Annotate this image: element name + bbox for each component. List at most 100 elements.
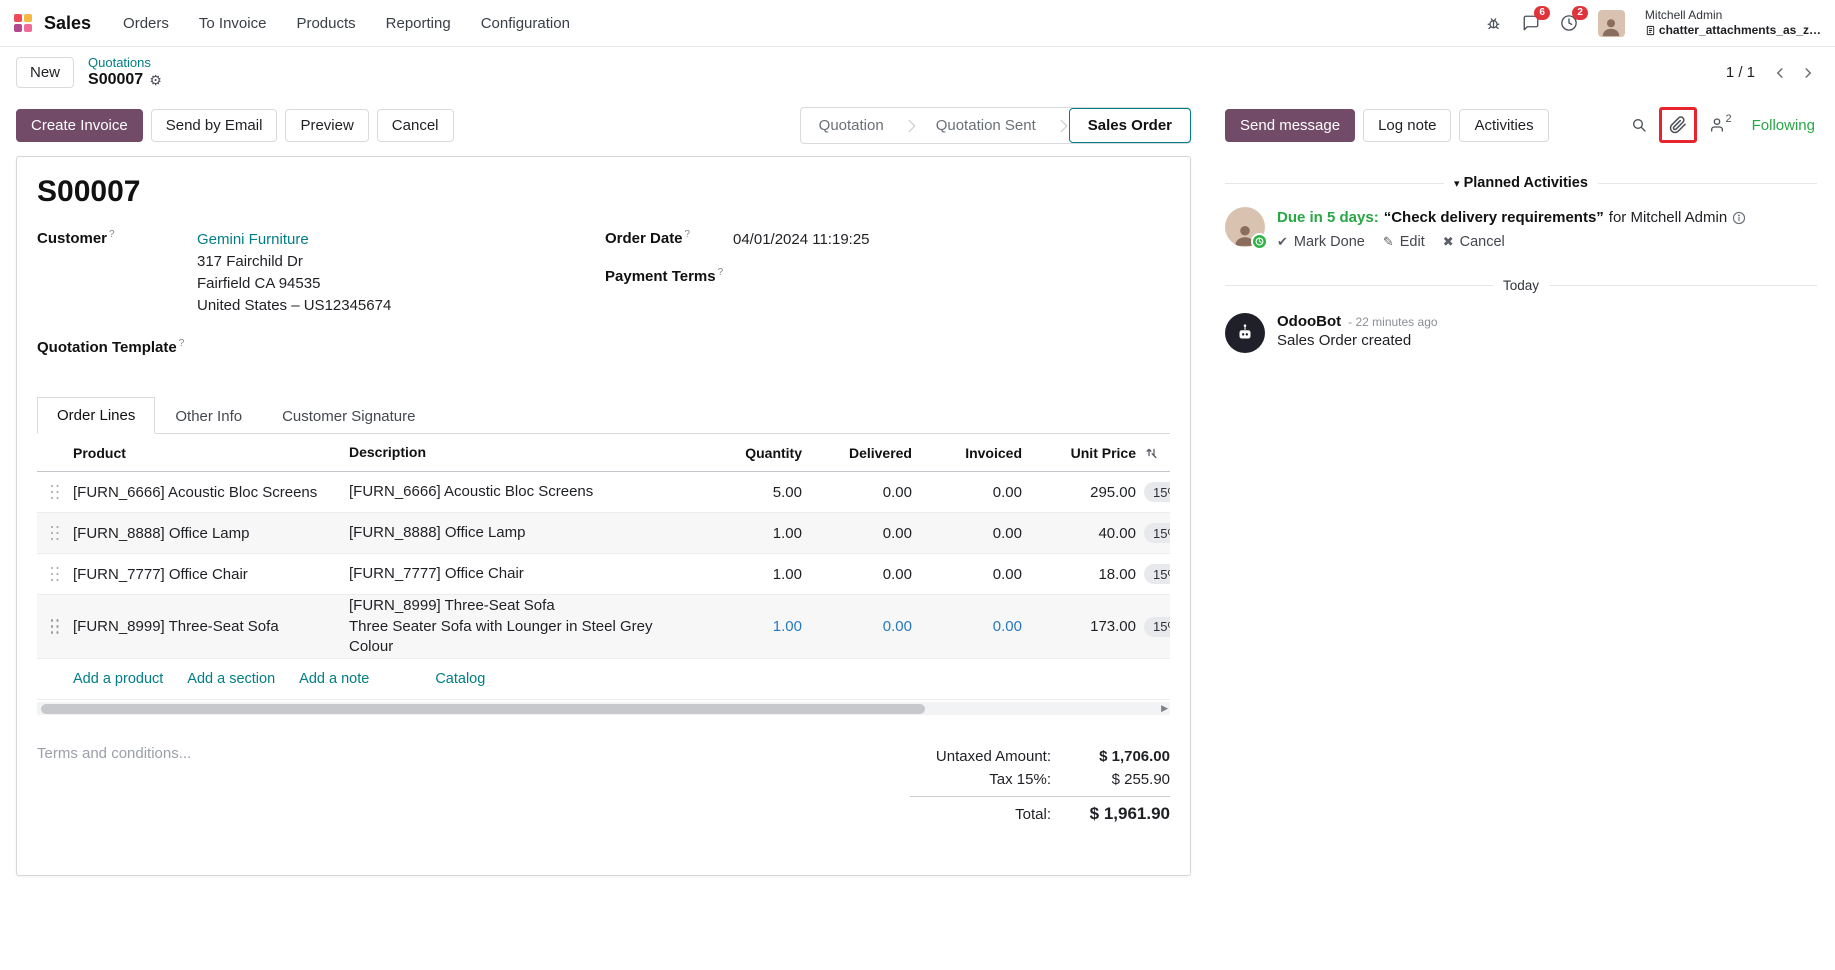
drag-handle-icon[interactable]: [37, 472, 73, 512]
log-note-button[interactable]: Log note: [1363, 108, 1452, 142]
taxes-badge[interactable]: 15%: [1144, 564, 1170, 585]
new-button[interactable]: New: [16, 57, 75, 89]
col-header-invoiced[interactable]: Invoiced: [965, 444, 1022, 461]
user-info[interactable]: Mitchell Admin chatter_attachments_as_z…: [1645, 8, 1821, 38]
tab-other-info[interactable]: Other Info: [155, 397, 262, 434]
col-header-description[interactable]: Description: [349, 444, 427, 461]
activities-button[interactable]: Activities: [1459, 108, 1549, 142]
cell-quantity[interactable]: 5.00: [772, 483, 802, 501]
order-line-row[interactable]: [FURN_8999] Three-Seat Sofa [FURN_8999] …: [37, 595, 1170, 660]
check-icon: ✔: [1277, 234, 1288, 250]
following-toggle-button[interactable]: Following: [1744, 111, 1817, 140]
tab-order-lines[interactable]: Order Lines: [37, 397, 156, 435]
cell-unit-price[interactable]: 18.00: [1098, 565, 1136, 583]
send-message-button[interactable]: Send message: [1225, 108, 1356, 142]
activities-clock-icon[interactable]: 2: [1560, 6, 1588, 32]
taxes-badge[interactable]: 15%: [1144, 482, 1170, 503]
cell-delivered[interactable]: 0.00: [882, 524, 912, 542]
catalog-link[interactable]: Catalog: [435, 671, 486, 688]
info-icon[interactable]: [1732, 211, 1746, 225]
cell-product[interactable]: [FURN_7777] Office Chair: [73, 565, 248, 583]
pager-prev-icon[interactable]: [1771, 64, 1789, 82]
scrollbar-thumb[interactable]: [41, 703, 925, 714]
taxes-badge[interactable]: 15%: [1144, 523, 1170, 544]
edit-activity-button[interactable]: ✎ Edit: [1382, 234, 1425, 251]
menu-orders[interactable]: Orders: [123, 14, 169, 32]
preview-button[interactable]: Preview: [285, 109, 369, 143]
breadcrumb-quotations-link[interactable]: Quotations: [88, 55, 151, 70]
col-header-product[interactable]: Product: [73, 444, 126, 461]
cell-delivered[interactable]: 0.00: [882, 565, 912, 583]
followers-icon[interactable]: 2: [1705, 113, 1736, 137]
drag-handle-icon[interactable]: [37, 554, 73, 594]
mark-done-button[interactable]: ✔ Mark Done: [1277, 234, 1365, 251]
status-quotation[interactable]: Quotation: [818, 117, 884, 135]
pager-next-icon[interactable]: [1799, 64, 1817, 82]
cancel-activity-button[interactable]: ✖ Cancel: [1442, 234, 1505, 251]
gear-icon[interactable]: ⚙: [149, 72, 162, 89]
apps-menu-icon[interactable]: [14, 14, 32, 32]
create-invoice-button[interactable]: Create Invoice: [16, 109, 143, 143]
cell-description[interactable]: [FURN_6666] Acoustic Bloc Screens: [349, 483, 594, 501]
status-sales-order[interactable]: Sales Order: [1068, 108, 1191, 144]
customer-link[interactable]: Gemini Furniture: [197, 231, 309, 249]
user-avatar[interactable]: [1597, 9, 1625, 37]
order-line-row[interactable]: [FURN_7777] Office Chair [FURN_7777] Off…: [37, 554, 1170, 596]
message-body: Sales Order created: [1277, 332, 1412, 350]
cell-product[interactable]: [FURN_8999] Three-Seat Sofa: [73, 618, 279, 636]
cell-quantity[interactable]: 1.00: [772, 565, 802, 583]
cell-product[interactable]: [FURN_6666] Acoustic Bloc Screens: [73, 483, 318, 501]
attachment-highlight-annotation: [1658, 107, 1697, 144]
col-header-quantity[interactable]: Quantity: [745, 444, 802, 461]
menu-to-invoice[interactable]: To Invoice: [198, 14, 267, 32]
menu-products[interactable]: Products: [296, 14, 356, 32]
cell-invoiced[interactable]: 0.00: [992, 618, 1022, 636]
col-header-delivered[interactable]: Delivered: [848, 444, 912, 461]
status-quotation-sent[interactable]: Quotation Sent: [935, 117, 1036, 135]
cell-product[interactable]: [FURN_8888] Office Lamp: [73, 524, 250, 542]
order-line-row[interactable]: [FURN_8888] Office Lamp [FURN_8888] Offi…: [37, 513, 1170, 555]
menu-configuration[interactable]: Configuration: [480, 14, 570, 32]
cell-invoiced[interactable]: 0.00: [992, 483, 1022, 501]
activity-type-badge-icon: [1251, 233, 1268, 251]
cell-quantity[interactable]: 1.00: [772, 524, 802, 542]
add-a-note-link[interactable]: Add a note: [299, 671, 370, 688]
paperclip-attachment-icon[interactable]: [1665, 112, 1691, 138]
add-a-product-link[interactable]: Add a product: [73, 671, 164, 688]
terms-input[interactable]: Terms and conditions...: [37, 745, 192, 763]
app-name[interactable]: Sales: [44, 12, 92, 33]
cell-invoiced[interactable]: 0.00: [992, 565, 1022, 583]
menu-reporting[interactable]: Reporting: [385, 14, 451, 32]
drag-handle-icon[interactable]: [37, 513, 73, 553]
add-a-section-link[interactable]: Add a section: [187, 671, 276, 688]
activity-due-text: Due in 5 days:: [1277, 209, 1379, 227]
cell-delivered[interactable]: 0.00: [882, 618, 912, 636]
col-header-unit-price[interactable]: Unit Price: [1070, 444, 1136, 461]
messages-icon[interactable]: 6: [1522, 6, 1550, 32]
cell-invoiced[interactable]: 0.00: [992, 524, 1022, 542]
drag-handle-icon[interactable]: [37, 595, 73, 658]
cell-delivered[interactable]: 0.00: [882, 483, 912, 501]
cell-unit-price[interactable]: 173.00: [1090, 618, 1136, 636]
scroll-right-arrow-icon[interactable]: ▶: [1161, 703, 1168, 714]
debug-bug-icon[interactable]: [1485, 15, 1502, 32]
cell-unit-price[interactable]: 295.00: [1090, 483, 1136, 501]
search-messages-icon[interactable]: [1627, 113, 1651, 137]
statusbar: Quotation Quotation Sent Sales Order: [799, 107, 1191, 145]
cell-description[interactable]: [FURN_7777] Office Chair: [349, 565, 524, 583]
order-line-row[interactable]: [FURN_6666] Acoustic Bloc Screens [FURN_…: [37, 472, 1170, 514]
cell-quantity[interactable]: 1.00: [772, 618, 802, 636]
cell-description[interactable]: [FURN_8888] Office Lamp: [349, 524, 526, 542]
order-date-field[interactable]: 04/01/2024 11:19:25: [733, 231, 870, 249]
taxes-badge[interactable]: 15%: [1144, 616, 1170, 637]
message-author[interactable]: OdooBot: [1277, 313, 1342, 331]
cell-description[interactable]: [FURN_8999] Three-Seat Sofa Three Seater…: [349, 597, 653, 655]
tab-customer-signature[interactable]: Customer Signature: [262, 397, 435, 434]
payment-terms-label: Payment Terms?: [605, 267, 724, 286]
send-by-email-button[interactable]: Send by Email: [150, 109, 278, 143]
planned-activities-header[interactable]: ▾ Planned Activities: [1454, 175, 1588, 192]
sort-columns-icon[interactable]: [1144, 445, 1170, 460]
horizontal-scrollbar[interactable]: ▶: [37, 702, 1170, 716]
cell-unit-price[interactable]: 40.00: [1098, 524, 1136, 542]
cancel-button[interactable]: Cancel: [376, 109, 454, 143]
